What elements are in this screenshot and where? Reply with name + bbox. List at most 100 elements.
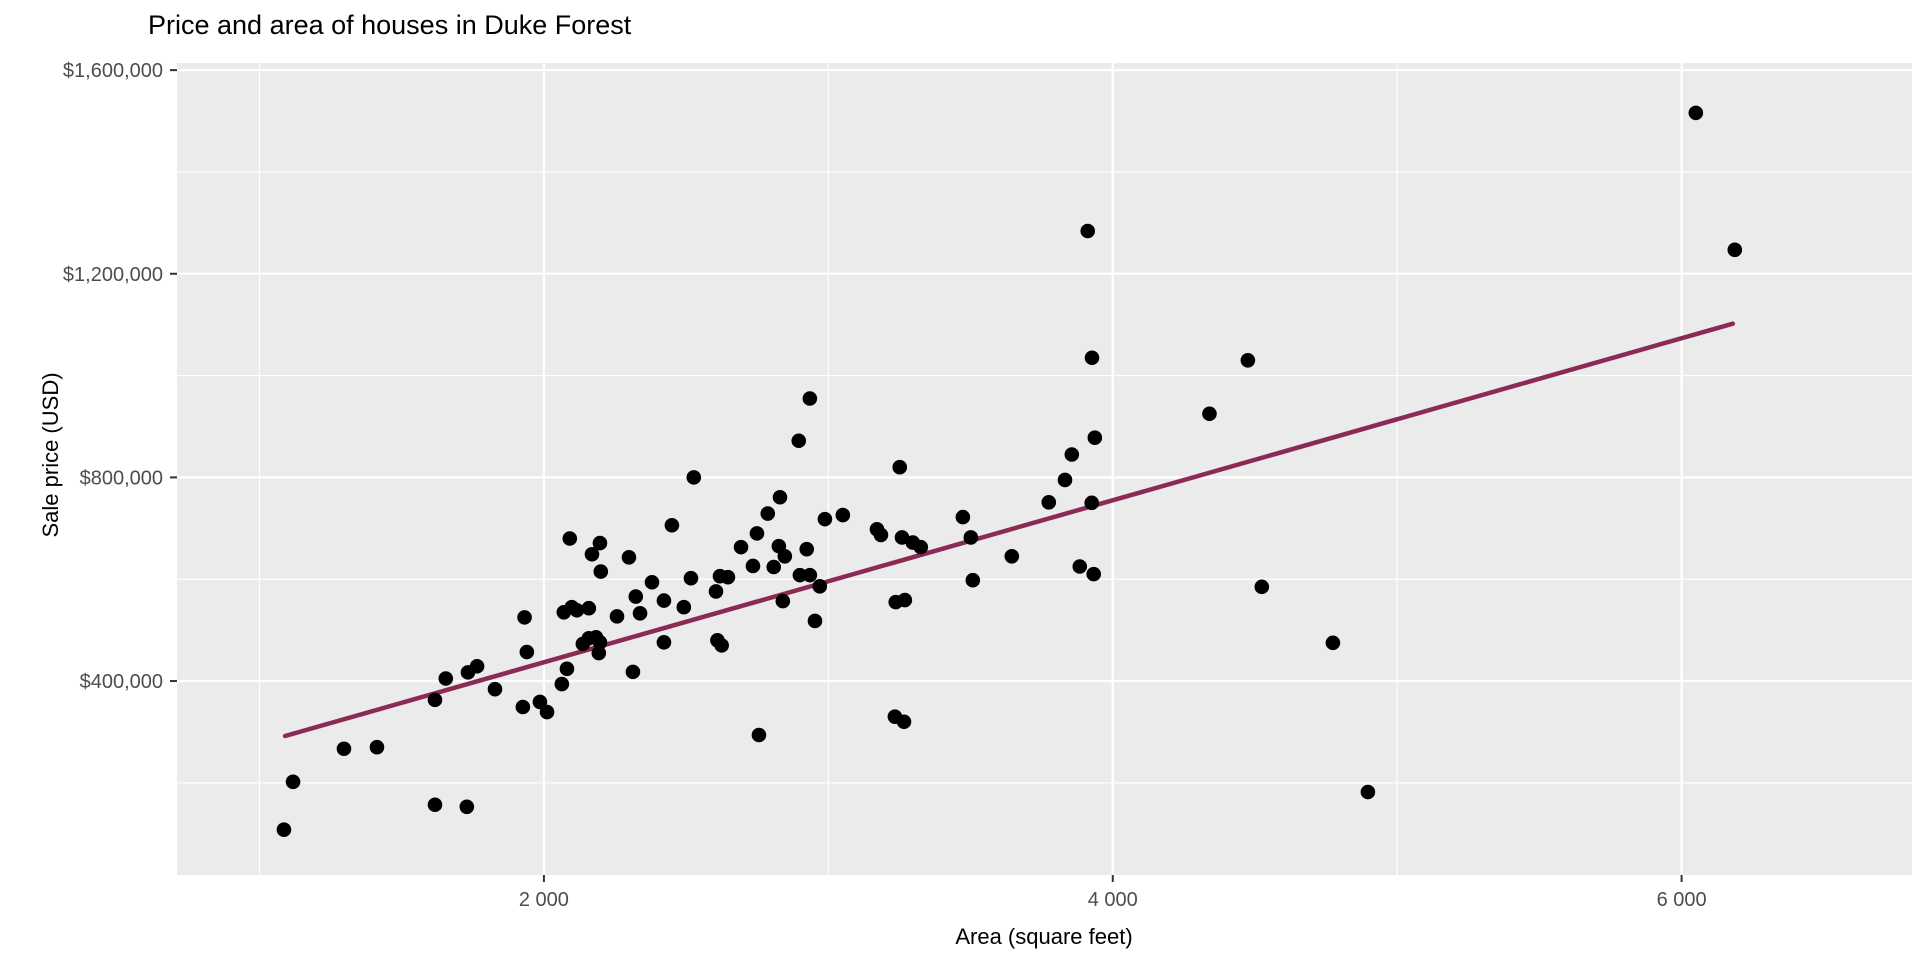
data-point <box>593 564 609 579</box>
data-point <box>676 599 692 615</box>
data-point <box>1041 495 1057 510</box>
data-point <box>892 459 908 475</box>
data-point <box>720 569 736 585</box>
data-point <box>517 610 532 625</box>
data-point <box>751 727 767 743</box>
data-point <box>459 799 475 815</box>
data-point <box>438 671 454 686</box>
data-point <box>894 530 910 545</box>
data-point <box>592 535 608 551</box>
data-point <box>1688 105 1704 121</box>
data-point <box>802 567 818 583</box>
data-point <box>532 694 548 710</box>
data-point <box>644 574 660 590</box>
data-point <box>369 739 385 755</box>
data-point <box>1240 353 1256 368</box>
x-axis-title: Area (square feet) <box>955 924 1132 949</box>
data-point <box>336 741 352 757</box>
data-point <box>554 676 570 692</box>
data-point <box>1727 242 1743 258</box>
data-point <box>812 579 828 594</box>
data-point <box>628 589 644 604</box>
data-point <box>1325 635 1341 651</box>
y-tick-label: $400,000 <box>80 671 163 693</box>
data-point <box>1057 472 1073 488</box>
data-point <box>1072 559 1088 574</box>
data-point <box>562 531 578 546</box>
data-point <box>802 391 818 406</box>
axis-tick-marks <box>170 69 1683 882</box>
data-point <box>276 822 292 837</box>
data-point <box>1064 447 1080 462</box>
data-point <box>714 638 729 653</box>
plot-panel <box>177 63 1912 875</box>
data-point <box>575 636 591 652</box>
data-point <box>791 433 807 449</box>
chart-title: Price and area of houses in Duke Forest <box>148 10 632 40</box>
data-point <box>1087 430 1103 445</box>
y-tick-label: $800,000 <box>80 467 163 489</box>
data-point <box>625 664 641 680</box>
data-point <box>581 600 597 616</box>
x-tick-label: 4 000 <box>1088 889 1138 911</box>
y-tick-labels: $400,000 $800,000 $1,200,000 $1,600,000 <box>63 60 163 693</box>
data-point <box>873 527 889 543</box>
data-point <box>799 541 815 557</box>
data-point <box>807 613 823 629</box>
data-point <box>591 645 607 661</box>
scatter-points <box>276 105 1743 837</box>
data-point <box>733 539 749 555</box>
data-point <box>766 559 782 575</box>
data-point <box>683 570 699 586</box>
data-point <box>427 797 443 813</box>
data-point <box>963 530 979 545</box>
data-point <box>656 635 672 650</box>
data-point <box>897 592 913 608</box>
data-point <box>592 635 608 650</box>
data-point <box>913 539 929 555</box>
data-point <box>621 550 637 565</box>
data-point <box>965 572 981 588</box>
data-point <box>1084 350 1100 366</box>
data-point <box>1360 784 1376 800</box>
data-point <box>427 692 443 708</box>
data-point <box>539 704 555 720</box>
x-tick-label: 2 000 <box>519 889 569 911</box>
data-point <box>686 470 702 485</box>
data-point <box>955 509 971 525</box>
data-point <box>749 526 765 541</box>
data-point <box>777 549 793 564</box>
x-tick-labels: 2 000 4 000 6 000 <box>519 889 1707 911</box>
x-tick-label: 6 000 <box>1657 889 1707 911</box>
data-point <box>708 584 724 599</box>
data-point <box>469 658 485 674</box>
data-point <box>760 506 776 521</box>
data-point <box>285 774 301 790</box>
data-point <box>584 546 600 562</box>
grid-minor <box>177 63 1912 875</box>
data-point <box>775 593 791 609</box>
y-tick-label: $1,600,000 <box>63 60 163 82</box>
y-axis-title: Sale price (USD) <box>38 372 63 537</box>
data-point <box>772 489 788 505</box>
data-point <box>609 609 625 624</box>
data-point <box>896 714 912 730</box>
y-tick-label: $1,200,000 <box>63 264 163 286</box>
regression-line <box>282 321 1736 739</box>
data-point <box>1202 406 1217 422</box>
data-point <box>1080 223 1096 239</box>
data-point <box>664 517 680 533</box>
data-point <box>745 558 761 574</box>
data-point <box>487 681 503 697</box>
data-point <box>835 507 851 523</box>
data-point <box>632 606 648 621</box>
data-point <box>569 602 585 618</box>
data-point <box>817 511 833 527</box>
data-point <box>515 699 531 715</box>
data-point <box>1084 495 1100 511</box>
grid-major <box>177 63 1912 875</box>
data-point <box>1254 579 1270 595</box>
data-point <box>656 593 672 608</box>
